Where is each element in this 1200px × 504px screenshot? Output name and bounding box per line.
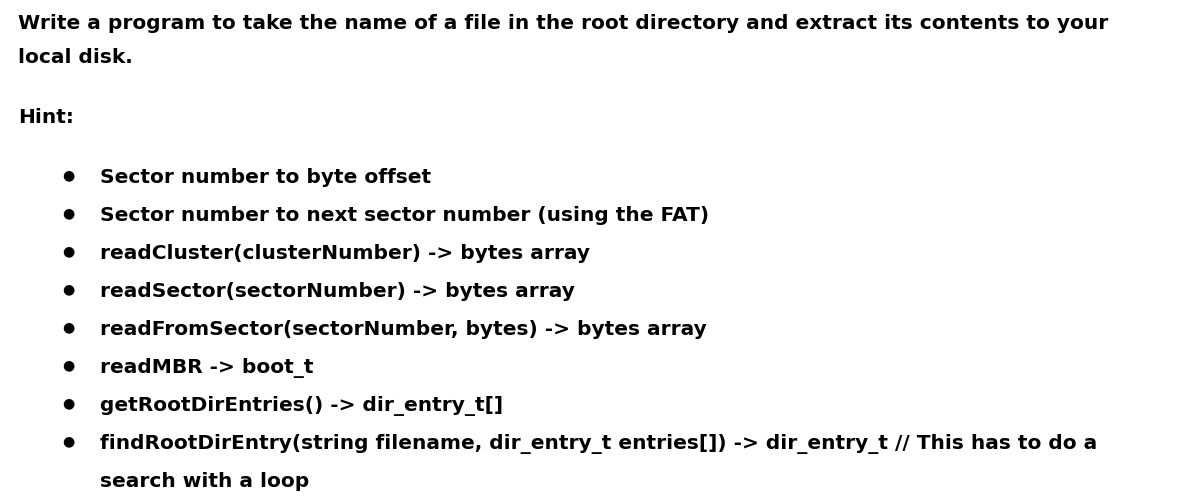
Text: readFromSector(sectorNumber, bytes) -> bytes array: readFromSector(sectorNumber, bytes) -> b… [100, 320, 707, 339]
Text: ●: ● [62, 168, 74, 182]
Text: local disk.: local disk. [18, 48, 133, 67]
Text: ●: ● [62, 396, 74, 410]
Text: readMBR -> boot_t: readMBR -> boot_t [100, 358, 313, 378]
Text: ●: ● [62, 320, 74, 334]
Text: ●: ● [62, 358, 74, 372]
Text: findRootDirEntry(string filename, dir_entry_t entries[]) -> dir_entry_t // This : findRootDirEntry(string filename, dir_en… [100, 434, 1097, 454]
Text: ●: ● [62, 244, 74, 258]
Text: Write a program to take the name of a file in the root directory and extract its: Write a program to take the name of a fi… [18, 14, 1109, 33]
Text: search with a loop: search with a loop [100, 472, 310, 491]
Text: readCluster(clusterNumber) -> bytes array: readCluster(clusterNumber) -> bytes arra… [100, 244, 590, 263]
Text: ●: ● [62, 206, 74, 220]
Text: getRootDirEntries() -> dir_entry_t[]: getRootDirEntries() -> dir_entry_t[] [100, 396, 503, 416]
Text: Hint:: Hint: [18, 108, 74, 127]
Text: ●: ● [62, 282, 74, 296]
Text: ●: ● [62, 434, 74, 448]
Text: Sector number to byte offset: Sector number to byte offset [100, 168, 431, 187]
Text: readSector(sectorNumber) -> bytes array: readSector(sectorNumber) -> bytes array [100, 282, 575, 301]
Text: Sector number to next sector number (using the FAT): Sector number to next sector number (usi… [100, 206, 709, 225]
